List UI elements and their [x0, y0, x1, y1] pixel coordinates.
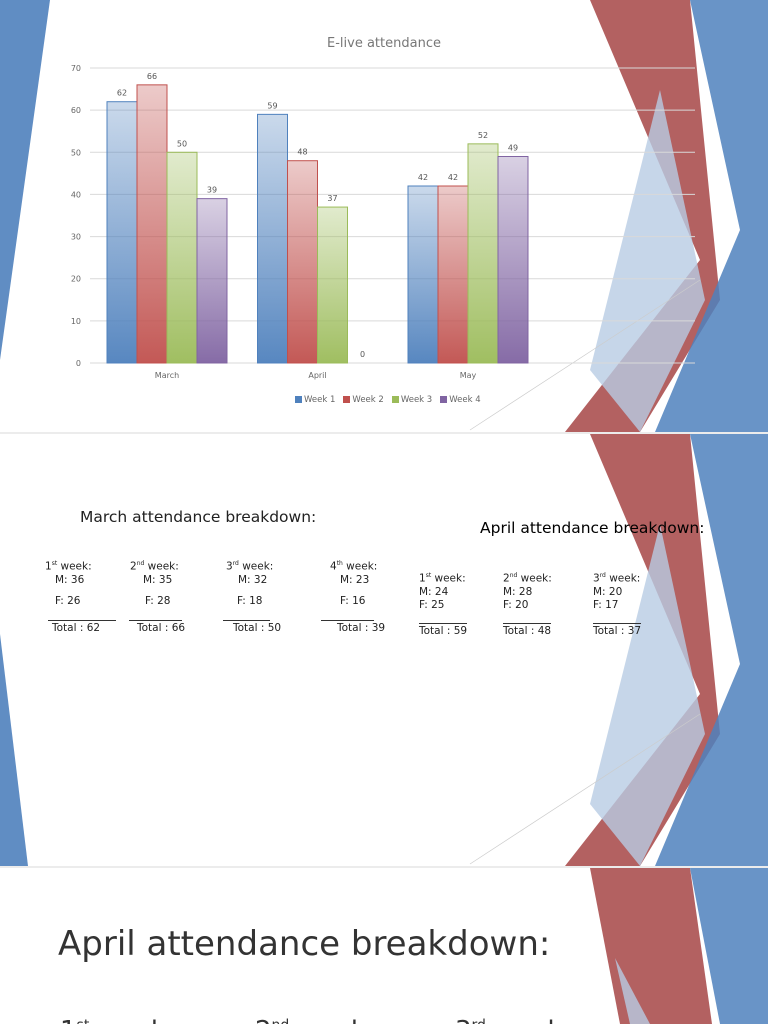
- y-tick-label: 60: [71, 106, 81, 115]
- y-tick-label: 20: [71, 275, 81, 284]
- slide-divider: [0, 432, 768, 434]
- bar-week-4: [497, 156, 529, 364]
- sum-line: [503, 623, 551, 624]
- y-tick-label: 50: [71, 148, 81, 157]
- sum-line: [223, 620, 270, 621]
- total-count: Total : 62: [52, 622, 101, 634]
- female-count: F: 16: [340, 595, 366, 607]
- legend-swatch: [440, 396, 448, 403]
- y-tick-label: 40: [71, 190, 81, 199]
- female-count: F: 25: [419, 599, 445, 611]
- x-tick-label: May: [460, 371, 477, 380]
- legend-swatch: [343, 396, 351, 403]
- total-count: Total : 59: [419, 625, 468, 637]
- y-tick-label: 70: [71, 64, 81, 73]
- male-count: M: 35: [143, 574, 173, 586]
- week-heading: 1st week:: [419, 572, 466, 585]
- week-heading: 3rd week:: [455, 1016, 571, 1024]
- sum-line: [48, 620, 116, 621]
- sum-line: [129, 620, 182, 621]
- male-count: M: 36: [55, 574, 85, 586]
- male-count: M: 28: [503, 586, 533, 598]
- data-label: 42: [448, 173, 458, 182]
- legend-swatch: [295, 396, 302, 403]
- bar-week-1: [257, 113, 288, 364]
- bar-week-1: [407, 185, 439, 364]
- bar-week-1: [106, 101, 138, 364]
- female-count: F: 17: [593, 599, 619, 611]
- data-label: 49: [508, 144, 518, 153]
- male-count: M: 23: [340, 574, 370, 586]
- total-count: Total : 39: [337, 622, 386, 634]
- male-count: M: 32: [238, 574, 268, 586]
- female-count: F: 18: [237, 595, 263, 607]
- bar-chart: 0 10 20 30 40 50 60 70 March 62 66 50 39 April 59 48 37 0…: [71, 64, 695, 380]
- week-heading: 3rd week:: [593, 572, 641, 585]
- bar-week-2: [437, 185, 469, 364]
- y-tick-label: 10: [71, 317, 81, 326]
- bar-week-3: [166, 151, 198, 364]
- bar-week-2: [287, 160, 318, 364]
- total-count: Total : 66: [137, 622, 186, 634]
- decorative-shapes: [0, 434, 768, 866]
- decorative-shapes: [590, 868, 768, 1024]
- slide-april-breakdown: April attendance breakdown: 1st week: 2nd…: [0, 868, 768, 1024]
- bar-week-2: [136, 84, 168, 364]
- data-label: 0: [360, 350, 365, 359]
- data-label: 66: [147, 72, 157, 81]
- data-label: 62: [117, 89, 127, 98]
- week-heading: 2nd week:: [503, 572, 552, 585]
- data-label: 50: [177, 139, 187, 148]
- march-title: March attendance breakdown:: [80, 508, 317, 526]
- chart-title: E-live attendance: [327, 36, 441, 51]
- total-count: Total : 48: [503, 625, 552, 637]
- week-heading: 2nd week:: [130, 560, 179, 573]
- bar-week-4: [196, 198, 228, 364]
- week-heading: 2nd week:: [255, 1016, 375, 1024]
- decorative-shapes: [0, 0, 768, 432]
- male-count: M: 20: [593, 586, 623, 598]
- male-count: M: 24: [419, 586, 449, 598]
- bar-week-3: [467, 143, 499, 364]
- y-tick-label: 0: [76, 359, 81, 368]
- week-heading: 4th week:: [330, 560, 378, 573]
- data-label: 48: [297, 148, 307, 157]
- data-label: 59: [267, 101, 277, 110]
- slide-divider: [0, 866, 768, 868]
- week-heading: 1st week:: [45, 560, 92, 573]
- legend-item: Week 2: [343, 395, 384, 405]
- female-count: F: 28: [145, 595, 171, 607]
- y-tick-label: 30: [71, 233, 81, 242]
- x-tick-label: March: [155, 371, 179, 380]
- chart-legend: Week 1 Week 2 Week 3 Week 4: [295, 395, 481, 405]
- bar-week-3: [317, 206, 348, 364]
- week-heading: 3rd week:: [226, 560, 274, 573]
- april-title: April attendance breakdown:: [480, 519, 705, 537]
- total-count: Total : 37: [593, 625, 642, 637]
- legend-item: Week 3: [391, 395, 432, 405]
- data-label: 37: [327, 194, 337, 203]
- legend-item: Week 4: [440, 395, 481, 405]
- data-label: 52: [478, 131, 488, 140]
- data-label: 42: [418, 173, 428, 182]
- slide-title: April attendance breakdown:: [58, 924, 551, 964]
- total-count: Total : 50: [233, 622, 282, 634]
- slide-chart: E-live attendance 0 10 20 30 40 50 60 70 March 62…: [0, 0, 768, 432]
- legend-item: Week 1: [295, 395, 335, 405]
- legend-swatch: [391, 396, 399, 403]
- sum-line: [593, 623, 641, 624]
- female-count: F: 20: [503, 599, 529, 611]
- sum-line: [419, 623, 467, 624]
- female-count: F: 26: [55, 595, 81, 607]
- week-heading: 1st week:: [60, 1016, 175, 1024]
- x-tick-label: April: [308, 371, 326, 380]
- data-label: 39: [207, 186, 217, 195]
- slide-breakdown: March attendance breakdown: April attend…: [0, 434, 768, 866]
- sum-line: [321, 620, 374, 621]
